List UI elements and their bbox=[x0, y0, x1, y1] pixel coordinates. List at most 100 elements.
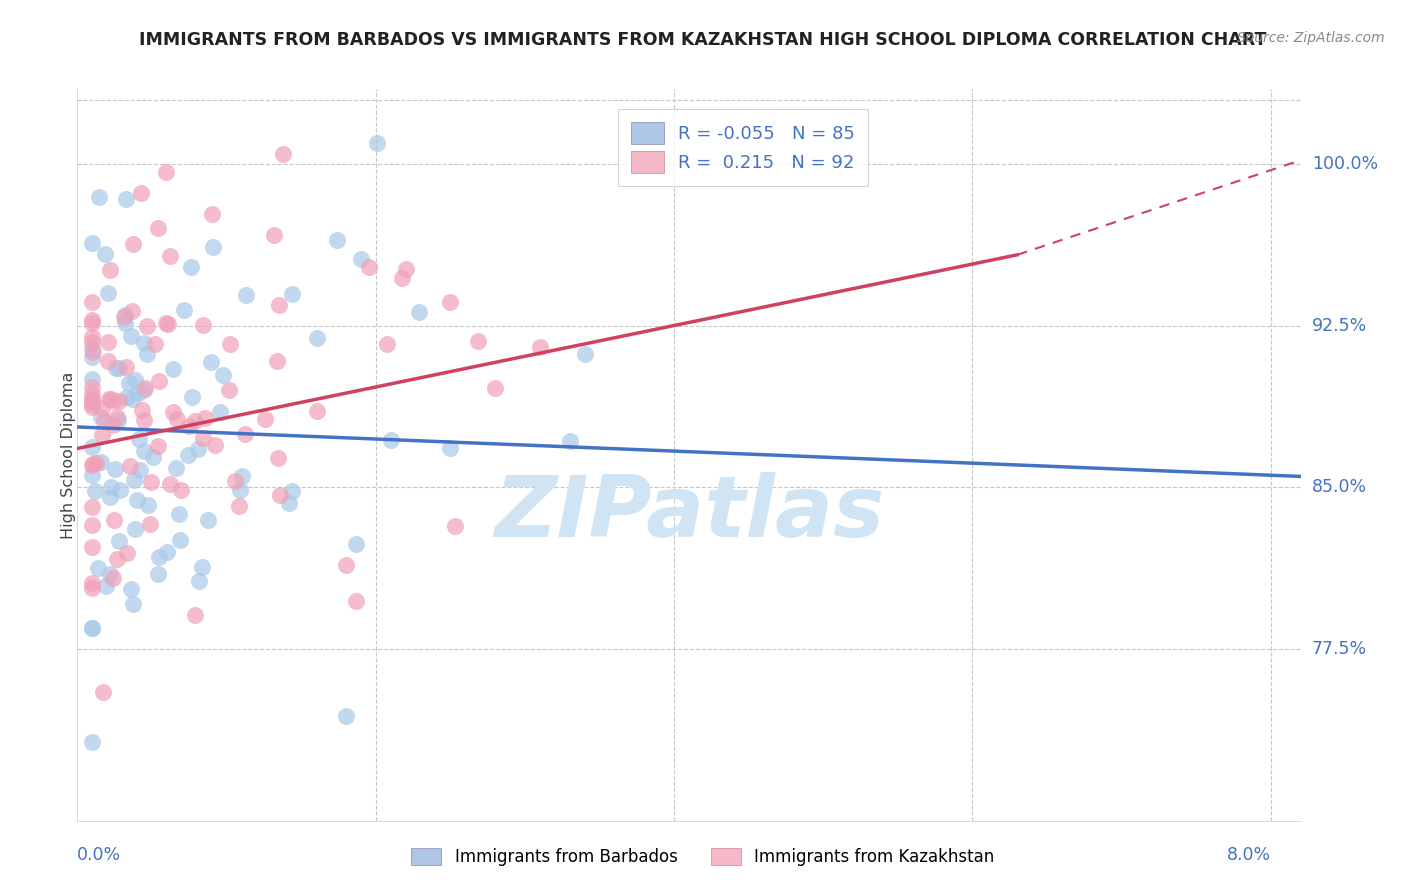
Point bbox=[124, 522, 146, 536]
Point bbox=[197, 513, 219, 527]
Point bbox=[263, 227, 285, 242]
Point bbox=[366, 136, 388, 150]
Point bbox=[177, 448, 200, 462]
Point bbox=[100, 490, 122, 504]
Point bbox=[82, 457, 104, 471]
Point bbox=[91, 427, 114, 442]
Point bbox=[82, 330, 104, 344]
Point bbox=[191, 318, 214, 332]
Point bbox=[443, 519, 465, 533]
Point bbox=[132, 384, 155, 398]
Point bbox=[82, 380, 104, 394]
Point bbox=[108, 393, 131, 408]
Point bbox=[219, 337, 242, 351]
Point bbox=[115, 390, 138, 404]
Point bbox=[82, 393, 104, 408]
Point bbox=[82, 582, 104, 596]
Point bbox=[229, 483, 252, 498]
Point bbox=[100, 566, 122, 581]
Point bbox=[82, 316, 104, 330]
Point bbox=[103, 513, 125, 527]
Point bbox=[125, 493, 148, 508]
Point bbox=[82, 372, 104, 386]
Point bbox=[344, 537, 367, 551]
Point bbox=[141, 475, 163, 490]
Point bbox=[558, 434, 581, 448]
Point bbox=[167, 507, 190, 521]
Point bbox=[114, 316, 136, 330]
Point bbox=[115, 192, 138, 206]
Point bbox=[87, 190, 110, 204]
Point bbox=[184, 414, 207, 428]
Point bbox=[82, 440, 104, 454]
Point bbox=[101, 571, 124, 585]
Point bbox=[128, 463, 150, 477]
Point bbox=[200, 355, 222, 369]
Point bbox=[82, 235, 104, 250]
Point bbox=[82, 735, 104, 749]
Point bbox=[110, 483, 132, 497]
Point bbox=[84, 483, 107, 498]
Point bbox=[148, 550, 170, 565]
Point bbox=[253, 412, 276, 426]
Point bbox=[129, 186, 152, 201]
Point bbox=[142, 450, 165, 465]
Point bbox=[484, 381, 506, 395]
Point bbox=[335, 709, 357, 723]
Point bbox=[105, 552, 128, 566]
Point bbox=[439, 442, 461, 456]
Point bbox=[281, 287, 304, 301]
Point bbox=[233, 426, 256, 441]
Point bbox=[146, 567, 169, 582]
Point bbox=[269, 488, 291, 502]
Point bbox=[93, 414, 115, 428]
Point bbox=[122, 597, 145, 611]
Point bbox=[184, 607, 207, 622]
Point bbox=[82, 468, 104, 483]
Point bbox=[391, 270, 413, 285]
Point bbox=[97, 285, 120, 300]
Text: IMMIGRANTS FROM BARBADOS VS IMMIGRANTS FROM KAZAKHSTAN HIGH SCHOOL DIPLOMA CORRE: IMMIGRANTS FROM BARBADOS VS IMMIGRANTS F… bbox=[139, 31, 1267, 49]
Point bbox=[134, 381, 156, 395]
Point bbox=[82, 350, 104, 364]
Point bbox=[82, 621, 104, 635]
Point bbox=[135, 347, 157, 361]
Text: 77.5%: 77.5% bbox=[1312, 640, 1367, 657]
Point bbox=[326, 233, 349, 247]
Point bbox=[121, 236, 143, 251]
Point bbox=[529, 340, 551, 354]
Point bbox=[97, 354, 120, 368]
Point bbox=[162, 405, 184, 419]
Point bbox=[98, 263, 121, 277]
Point bbox=[380, 433, 402, 447]
Point bbox=[120, 328, 142, 343]
Point bbox=[191, 431, 214, 445]
Point bbox=[94, 247, 117, 261]
Point bbox=[108, 360, 131, 375]
Point bbox=[148, 439, 170, 453]
Point bbox=[574, 347, 596, 361]
Point bbox=[82, 500, 104, 515]
Point bbox=[159, 249, 181, 263]
Point bbox=[90, 409, 112, 424]
Text: 85.0%: 85.0% bbox=[1312, 478, 1367, 496]
Point bbox=[271, 146, 294, 161]
Point bbox=[170, 483, 193, 497]
Point bbox=[128, 432, 150, 446]
Point bbox=[281, 484, 304, 499]
Point bbox=[100, 392, 122, 407]
Point bbox=[177, 419, 200, 434]
Point bbox=[84, 456, 107, 470]
Point bbox=[305, 331, 328, 345]
Point bbox=[107, 409, 129, 424]
Point bbox=[267, 450, 290, 465]
Point bbox=[143, 336, 166, 351]
Point bbox=[136, 319, 159, 334]
Point bbox=[187, 442, 209, 456]
Point bbox=[181, 390, 204, 404]
Point bbox=[118, 458, 141, 473]
Point bbox=[208, 405, 231, 419]
Point bbox=[131, 403, 153, 417]
Point bbox=[344, 594, 367, 608]
Point bbox=[82, 392, 104, 407]
